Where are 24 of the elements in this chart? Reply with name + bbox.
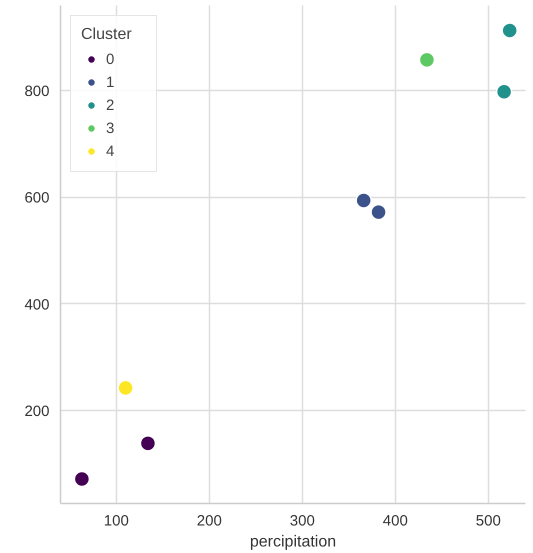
legend-title: Cluster xyxy=(81,26,133,44)
point xyxy=(418,52,436,68)
x-axis-title: percipitation xyxy=(250,534,336,550)
point xyxy=(501,22,518,39)
x-tick-label: 100 xyxy=(104,512,129,530)
legend-label: 1 xyxy=(106,74,116,90)
x-tick-label: 200 xyxy=(196,512,222,530)
x-tick-label: 400 xyxy=(382,512,408,530)
point xyxy=(370,204,387,220)
point xyxy=(496,84,512,100)
point xyxy=(355,192,372,209)
y-tick-label: 200 xyxy=(24,402,50,420)
x-tick-label: 300 xyxy=(290,512,315,530)
x-tick-label: 500 xyxy=(476,512,501,530)
legend-label: 0 xyxy=(106,50,116,68)
legend-label: 3 xyxy=(106,120,116,136)
legend-label: 2 xyxy=(106,96,116,114)
y-tick-label: 600 xyxy=(24,190,50,207)
point xyxy=(117,380,134,396)
point xyxy=(140,435,156,452)
y-tick-label: 800 xyxy=(24,83,50,100)
y-tick-label: 400 xyxy=(24,296,50,314)
legend-label: 4 xyxy=(106,142,116,160)
point xyxy=(74,470,90,488)
